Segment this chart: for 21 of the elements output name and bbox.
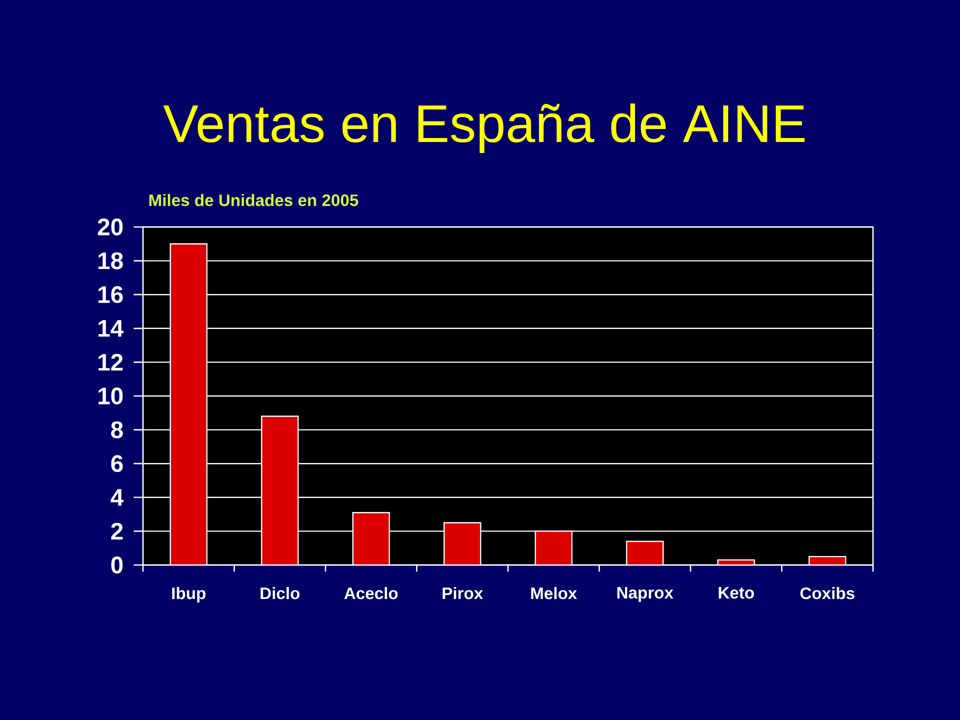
chart-title: Ventas en España de AINE [163, 103, 805, 154]
y-tick-label: 16 [98, 286, 123, 304]
y-tick-label: 12 [98, 354, 123, 371]
x-tick-label: Naprox [617, 587, 674, 602]
y-tick-label: 0 [111, 556, 123, 574]
y-tick-label: 14 [98, 320, 124, 337]
x-tick-label: Ibup [172, 587, 206, 602]
y-tick-label: 4 [110, 489, 124, 506]
y-axis-title: Miles de Unidades en 2005 [149, 194, 358, 206]
y-tick-label: 8 [111, 421, 123, 438]
y-tick-label: 2 [111, 522, 123, 540]
x-tick-label: Aceclo [344, 587, 398, 600]
y-tick-label: 18 [98, 252, 123, 270]
x-tick-label: Keto [718, 587, 754, 599]
y-tick-label: 10 [98, 388, 123, 404]
x-tick-label: Pirox [442, 587, 484, 600]
y-tick-label: 6 [111, 455, 123, 472]
x-tick-label: Diclo [260, 587, 300, 600]
x-tick-label: Coxibs [800, 587, 854, 600]
x-tick-label: Melox [531, 587, 578, 600]
y-tick-label: 20 [98, 218, 123, 236]
